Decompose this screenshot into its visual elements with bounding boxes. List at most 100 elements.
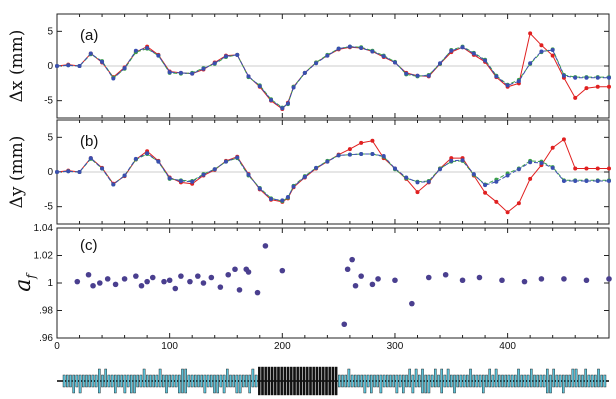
strip-element <box>235 374 239 394</box>
panel-c-point <box>392 277 398 284</box>
panel-b-label: (b) <box>80 133 98 150</box>
panel-c-point <box>583 277 590 284</box>
strip-element <box>261 366 264 396</box>
strip-element <box>97 368 101 394</box>
panel-b-series-line-1 <box>56 153 609 202</box>
panel-c-point <box>341 321 348 328</box>
panel-b-point <box>235 155 240 160</box>
panel-c-point <box>561 276 567 282</box>
panel-a-point <box>359 45 364 50</box>
panel-a-point <box>291 85 296 90</box>
strip-element <box>405 374 408 388</box>
strip-element <box>290 366 293 396</box>
panel-b-point <box>190 179 195 184</box>
strip-element <box>466 374 469 388</box>
strip-element <box>376 374 380 388</box>
panel-a-point <box>178 70 183 75</box>
panel-b-point <box>111 182 116 187</box>
panel-b-point <box>471 172 476 177</box>
strip-element <box>267 366 271 396</box>
panel-a-point <box>336 46 341 51</box>
strip-element <box>453 374 456 394</box>
strip-element <box>562 374 565 394</box>
panel-c-point <box>459 277 466 284</box>
strip-element <box>174 374 178 388</box>
panel-c-point <box>217 284 224 290</box>
strip-element <box>248 374 252 394</box>
panel-a-label: (a) <box>80 27 98 44</box>
panel-b-point <box>325 159 330 164</box>
panel-c-point <box>521 278 528 285</box>
strip-element <box>549 374 552 394</box>
panel-a-point <box>314 61 319 66</box>
panel-c-xtick-label: 400 <box>499 341 516 352</box>
panel-c-point <box>133 273 139 279</box>
panel-b-point <box>573 166 578 171</box>
strip-element <box>78 374 82 394</box>
strip-element <box>187 374 191 388</box>
strip-element <box>379 374 383 394</box>
strip-element <box>193 374 197 388</box>
strip-element <box>338 374 341 388</box>
strip-element <box>312 366 316 396</box>
panel-a-point <box>223 54 228 59</box>
strip-element <box>302 366 306 396</box>
strip-element <box>536 374 539 388</box>
panel-b-point <box>607 166 611 171</box>
panel-c-point <box>245 269 252 275</box>
strip-element <box>222 374 226 394</box>
strip-element <box>101 374 104 388</box>
panel-c-point <box>90 282 96 289</box>
panel-b-point <box>88 156 93 161</box>
panel-b-point <box>404 175 409 180</box>
panel-b-point <box>201 172 206 177</box>
strip-element <box>254 374 258 388</box>
panel-b-point <box>607 179 611 184</box>
panel-c-xtick-label: 300 <box>387 341 404 352</box>
panel-c-point <box>104 276 111 282</box>
strip-element <box>475 374 479 388</box>
panel-b-ytick-label: 5 <box>47 132 53 143</box>
panel-c-point <box>262 243 269 249</box>
strip-element <box>382 374 386 388</box>
strip-element <box>597 368 600 388</box>
strip-element <box>280 366 284 396</box>
panel-b-point <box>595 179 600 184</box>
panel-b-point <box>291 184 296 189</box>
strip-element <box>408 368 412 388</box>
panel-a-point <box>269 97 274 102</box>
panel-a-point <box>584 86 589 91</box>
panel-c-ytick-label: .96 <box>39 333 53 344</box>
strip-element <box>347 368 351 388</box>
strip-element <box>360 374 364 388</box>
panel-a-series <box>55 31 611 111</box>
panel-c-point <box>138 282 145 289</box>
panel-b-point <box>359 151 364 156</box>
panel-a-point <box>494 74 499 79</box>
strip-element <box>370 374 373 394</box>
panel-b-series-line-2 <box>56 152 609 201</box>
panel-c-xtick-label: 200 <box>274 341 291 352</box>
panel-b-point <box>483 190 488 195</box>
panel-c-point <box>369 281 376 288</box>
strip-element <box>533 374 536 388</box>
strip-element <box>315 366 319 396</box>
strip-element <box>219 374 223 388</box>
strip-element <box>161 374 165 388</box>
panel-b-point <box>100 166 105 171</box>
strip-element <box>238 374 242 394</box>
panel-c-xticks: 0 100 200 300 400 <box>54 341 516 352</box>
panel-a-point <box>595 75 600 80</box>
strip-element <box>69 374 72 388</box>
panel-a-point <box>550 48 555 53</box>
strip-element <box>200 374 204 388</box>
panel-c-series <box>74 243 612 328</box>
panel-a-point <box>607 84 611 89</box>
strip-element <box>437 374 440 388</box>
panel-b-point <box>55 170 59 174</box>
strip-element <box>299 366 303 396</box>
panel-c-point <box>172 285 179 292</box>
panel-c-point <box>97 280 103 286</box>
panel-b-point <box>449 156 454 161</box>
panel-b-series-line-0 <box>56 138 609 213</box>
